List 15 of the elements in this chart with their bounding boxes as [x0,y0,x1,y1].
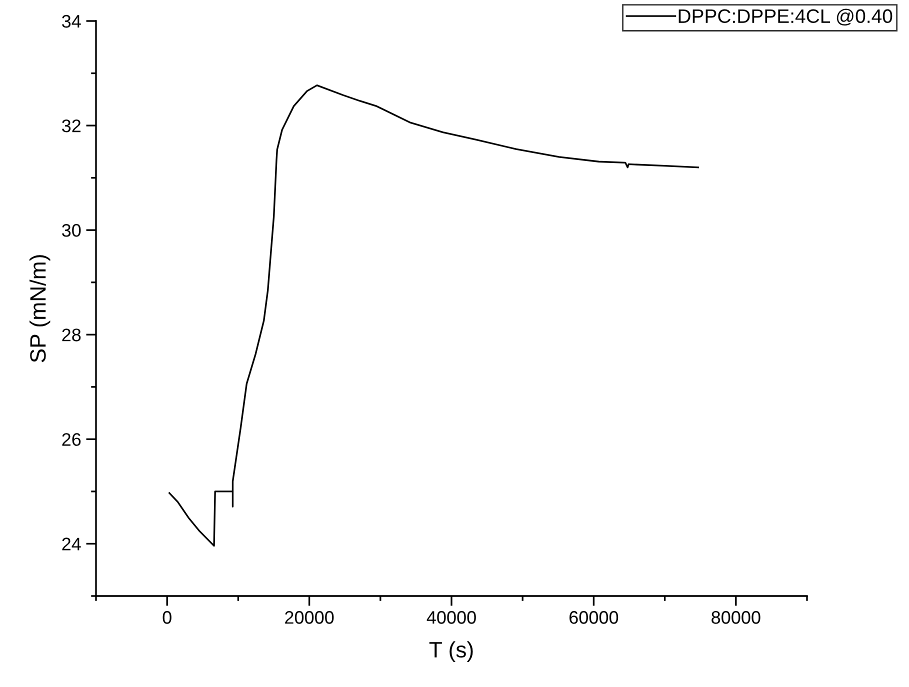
x-tick-label: 80000 [712,611,760,624]
line-series [168,84,700,547]
y-tick-label: 24 [62,538,81,550]
x-tick-label: 60000 [570,611,618,624]
x-tick-label: 20000 [285,611,334,624]
y-tick-label: 32 [62,119,81,132]
y-tick-label: 34 [62,14,81,28]
y-tick-label: 26 [62,433,81,446]
y-tick-label: 30 [62,224,81,237]
y-axis-title: SP (mN/m) [30,255,50,362]
legend-label: DPPC:DPPE:4CL @0.40 [678,8,892,26]
x-tick-label: 0 [162,611,172,624]
x-axis-title: T (s) [429,641,473,662]
x-tick-label: 40000 [426,611,476,624]
y-tick-label: 28 [62,328,81,342]
